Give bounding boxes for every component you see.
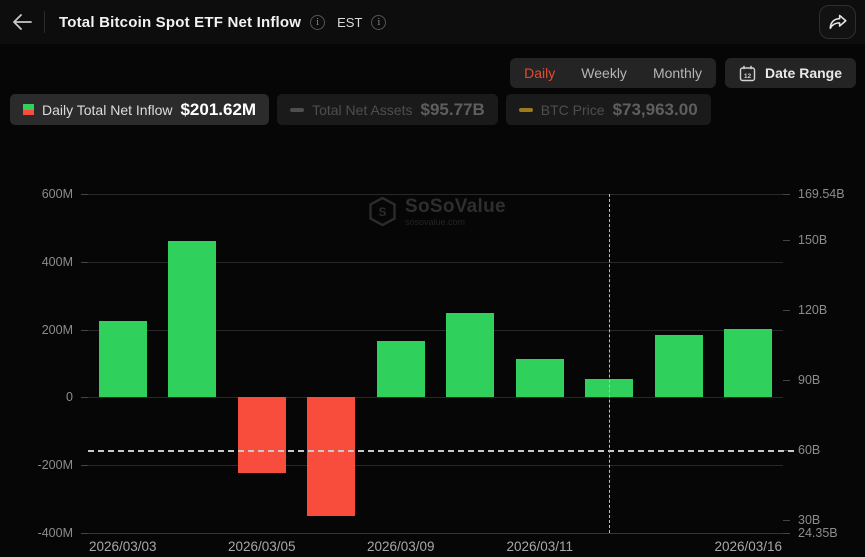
right-axis-label: 120B — [798, 302, 828, 317]
left-axis-label: 200M — [41, 322, 73, 337]
legend-label: Total Net Assets — [312, 101, 413, 118]
page-title: Total Bitcoin Spot ETF Net Inflow — [59, 13, 302, 31]
legend-label: Daily Total Net Inflow — [42, 101, 173, 118]
left-axis-tick — [81, 194, 88, 195]
gridline — [88, 533, 783, 534]
timezone-label: EST — [337, 14, 363, 30]
plot-area: S SoSoValue sosovalue.com 600M 400M 200M 0 -… — [38, 187, 845, 554]
right-axis-tick — [783, 194, 790, 195]
gridline — [88, 397, 783, 399]
legend-value: $95.77B — [420, 99, 485, 119]
legend: Daily Total Net Inflow $201.62M Total Ne… — [10, 94, 711, 125]
x-axis-label: 2026/03/03 — [88, 539, 157, 554]
legend-item-daily-net-inflow[interactable]: Daily Total Net Inflow $201.62M — [10, 94, 270, 125]
net-inflow-series-icon — [23, 104, 34, 115]
svg-text:S: S — [378, 205, 386, 219]
right-axis-label: 30B — [798, 512, 821, 527]
net-inflow-bar[interactable] — [98, 321, 147, 398]
net-inflow-bar[interactable] — [168, 240, 217, 398]
x-axis-label: 2026/03/11 — [506, 539, 574, 554]
net-inflow-bar[interactable] — [654, 335, 703, 398]
right-axis-tick — [783, 309, 790, 311]
date-range-button[interactable]: 12 Date Range — [724, 58, 856, 88]
right-axis-label: 150B — [798, 232, 828, 247]
left-axis-label: 400M — [41, 254, 73, 269]
x-axis-label: 2026/03/05 — [227, 539, 296, 554]
right-axis-label: 24.35B — [798, 526, 838, 540]
btc-price-series-icon — [518, 107, 533, 112]
date-range-label: Date Range — [764, 65, 842, 81]
x-axis-label: 2026/03/16 — [714, 539, 783, 554]
net-inflow-bar[interactable] — [307, 397, 356, 517]
gridline — [88, 261, 783, 263]
topbar-divider — [44, 11, 45, 33]
net-inflow-bar[interactable] — [237, 397, 286, 474]
period-controls: Daily Weekly Monthly 12 Date Range — [510, 58, 856, 88]
watermark-name: SoSoValue — [405, 196, 506, 217]
top-bar: Total Bitcoin Spot ETF Net Inflow i EST … — [0, 0, 865, 44]
left-axis-tick — [81, 329, 88, 331]
timezone-info-icon[interactable]: i — [371, 14, 387, 30]
legend-label: BTC Price — [540, 101, 605, 118]
watermark-domain: sosovalue.com — [405, 217, 466, 227]
net-inflow-bar[interactable] — [724, 329, 773, 398]
tab-monthly[interactable]: Monthly — [652, 65, 702, 81]
share-button[interactable] — [819, 5, 856, 39]
net-inflow-bar[interactable] — [515, 359, 564, 398]
title-info-icon[interactable]: i — [310, 14, 326, 30]
left-axis-label: 600M — [41, 187, 73, 201]
gridline — [88, 465, 783, 467]
net-assets-series-icon — [290, 107, 305, 112]
left-axis-label: -200M — [37, 458, 73, 473]
left-axis-tick — [81, 465, 88, 467]
gridline — [88, 329, 783, 331]
share-icon — [829, 14, 847, 30]
right-axis-label: 90B — [798, 372, 821, 387]
net-inflow-bar[interactable] — [446, 312, 495, 398]
chart-area: S SoSoValue sosovalue.com 600M 400M 200M 0 -… — [0, 180, 865, 557]
back-button[interactable] — [0, 0, 44, 44]
horizontal-dashed-reference-line — [88, 449, 794, 452]
gridline — [88, 194, 783, 195]
tab-daily[interactable]: Daily — [524, 65, 556, 81]
left-axis-label: -400M — [37, 526, 73, 540]
right-axis-label: 60B — [798, 442, 821, 457]
sosovalue-logo-icon: S — [369, 197, 396, 226]
calendar-icon: 12 — [739, 65, 756, 81]
legend-item-total-net-assets[interactable]: Total Net Assets $95.77B — [277, 94, 498, 125]
period-tab-group: Daily Weekly Monthly — [510, 58, 716, 88]
right-axis-tick — [783, 239, 790, 241]
legend-value: $201.62M — [180, 99, 257, 119]
legend-value: $73,963.00 — [612, 99, 698, 119]
right-axis-label: 169.54B — [798, 187, 845, 201]
legend-item-btc-price[interactable]: BTC Price $73,963.00 — [505, 94, 711, 125]
x-axis-label: 2026/03/09 — [366, 539, 435, 554]
back-arrow-icon — [13, 14, 32, 30]
vertical-dashed-reference-line — [609, 194, 611, 533]
left-axis-label: 0 — [66, 390, 73, 405]
left-axis-tick — [81, 533, 88, 534]
tab-weekly[interactable]: Weekly — [581, 65, 627, 81]
net-inflow-bar[interactable] — [376, 341, 425, 398]
right-axis-tick — [783, 519, 790, 521]
right-axis-tick — [783, 533, 790, 534]
watermark: S SoSoValue sosovalue.com — [369, 197, 506, 227]
left-axis-tick — [81, 261, 88, 263]
svg-text:12: 12 — [744, 73, 752, 80]
right-axis-tick — [783, 379, 790, 381]
left-axis-tick — [81, 397, 88, 399]
